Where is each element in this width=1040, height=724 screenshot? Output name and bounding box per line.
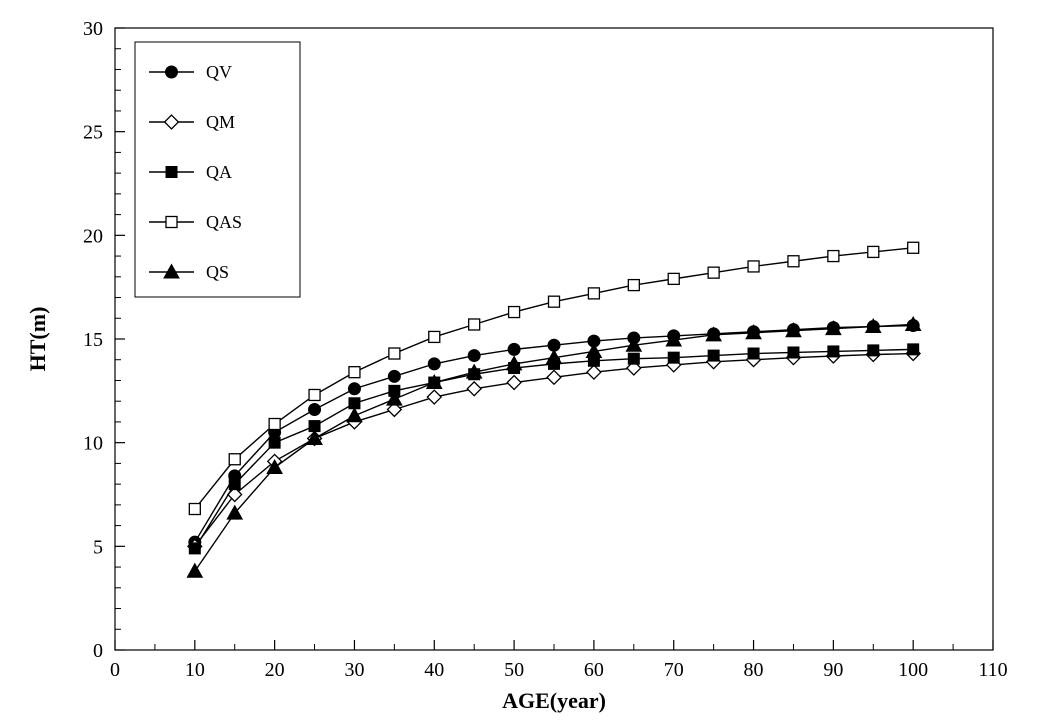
x-axis-label: AGE(year) bbox=[502, 688, 606, 713]
x-tick-label: 110 bbox=[978, 659, 1007, 681]
x-tick-label: 30 bbox=[344, 659, 364, 681]
legend-label-QS: QS bbox=[206, 262, 229, 282]
x-tick-label: 100 bbox=[898, 659, 928, 681]
x-tick-label: 40 bbox=[424, 659, 444, 681]
y-tick-label: 20 bbox=[83, 225, 103, 247]
x-tick-label: 70 bbox=[664, 659, 684, 681]
x-tick-label: 60 bbox=[584, 659, 604, 681]
x-tick-label: 20 bbox=[265, 659, 285, 681]
y-tick-label: 25 bbox=[83, 122, 103, 144]
x-tick-label: 50 bbox=[504, 659, 524, 681]
legend-label-QA: QA bbox=[206, 162, 232, 182]
legend: QV QM QA QAS QS bbox=[135, 42, 300, 297]
chart-container: 0 10 20 30 40 50 60 70 80 90 100 110 AGE(year) 0 5 10 15… bbox=[0, 0, 1040, 724]
y-tick-label: 10 bbox=[83, 433, 103, 455]
x-tick-label: 0 bbox=[110, 659, 120, 681]
y-tick-label: 15 bbox=[83, 329, 103, 351]
y-tick-label: 30 bbox=[83, 18, 103, 40]
x-tick-label: 80 bbox=[744, 659, 764, 681]
y-tick-label: 0 bbox=[93, 640, 103, 662]
chart-svg: 0 10 20 30 40 50 60 70 80 90 100 110 AGE(year) 0 5 10 15… bbox=[0, 0, 1040, 724]
y-axis-label: HT(m) bbox=[25, 307, 50, 372]
legend-label-QM: QM bbox=[206, 112, 235, 132]
y-tick-label: 5 bbox=[93, 536, 103, 558]
legend-label-QAS: QAS bbox=[206, 212, 242, 232]
legend-label-QV: QV bbox=[206, 62, 232, 82]
x-tick-label: 10 bbox=[185, 659, 205, 681]
x-tick-label: 90 bbox=[823, 659, 843, 681]
